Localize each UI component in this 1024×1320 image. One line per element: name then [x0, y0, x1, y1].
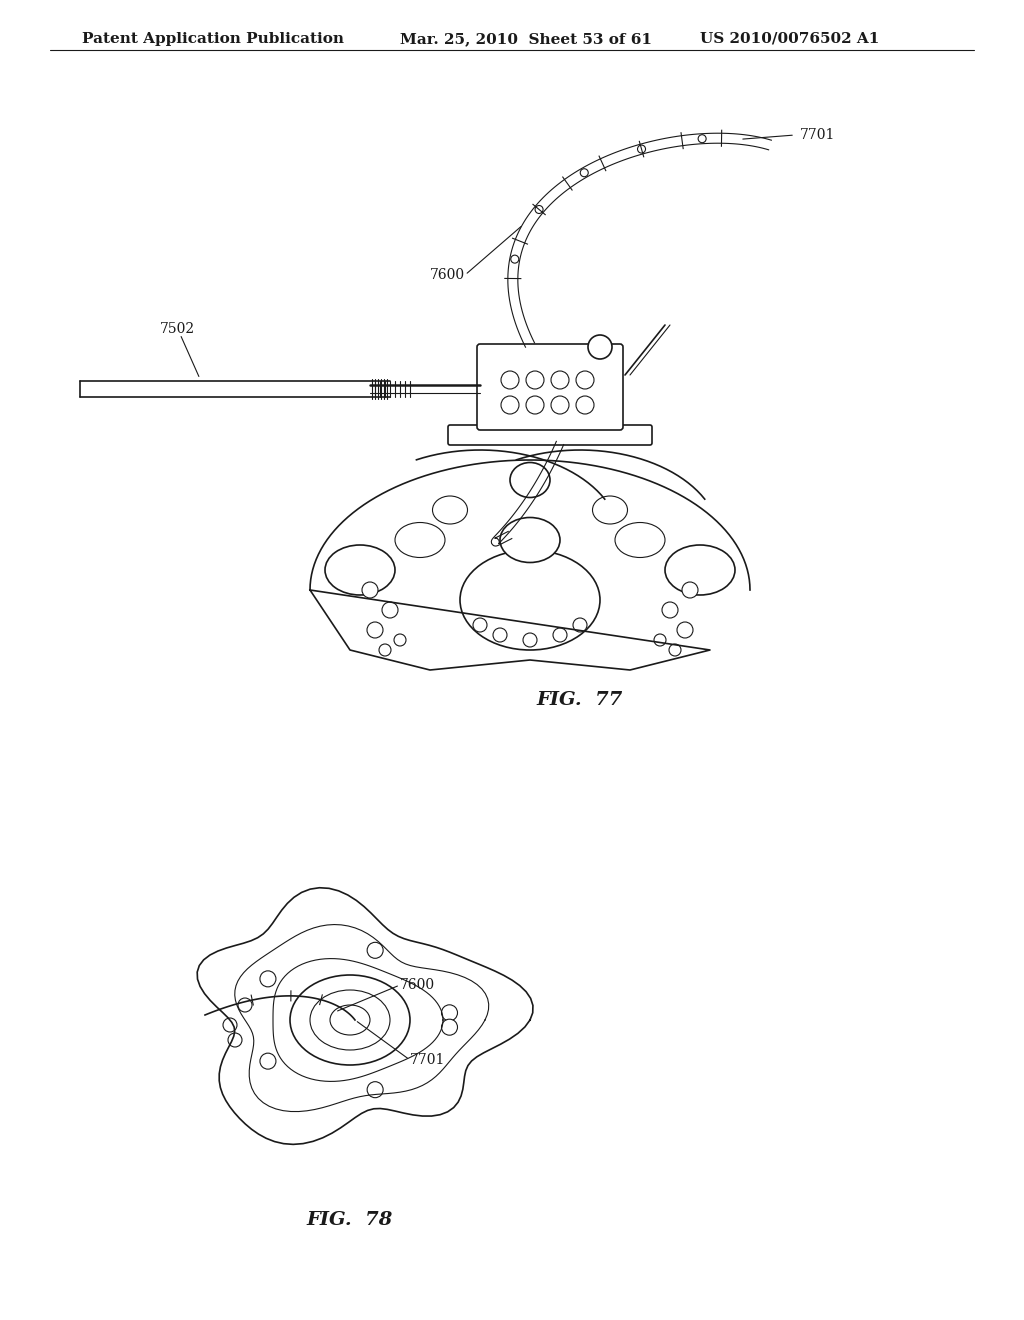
Ellipse shape — [615, 523, 665, 557]
Circle shape — [473, 618, 487, 632]
Text: Mar. 25, 2010  Sheet 53 of 61: Mar. 25, 2010 Sheet 53 of 61 — [400, 32, 652, 46]
Circle shape — [441, 1019, 458, 1035]
Ellipse shape — [330, 1005, 370, 1035]
Circle shape — [536, 206, 543, 214]
Ellipse shape — [460, 550, 600, 649]
Text: 7701: 7701 — [800, 128, 836, 143]
Ellipse shape — [510, 462, 550, 498]
Circle shape — [654, 634, 666, 645]
Circle shape — [223, 1018, 237, 1032]
Circle shape — [573, 618, 587, 632]
Ellipse shape — [290, 975, 410, 1065]
Circle shape — [523, 634, 537, 647]
FancyBboxPatch shape — [449, 425, 652, 445]
Circle shape — [368, 1081, 383, 1098]
Circle shape — [551, 396, 569, 414]
FancyBboxPatch shape — [477, 345, 623, 430]
Text: 7502: 7502 — [160, 322, 196, 337]
Circle shape — [551, 371, 569, 389]
Text: FIG.  78: FIG. 78 — [307, 1210, 393, 1229]
Ellipse shape — [432, 496, 468, 524]
Circle shape — [362, 582, 378, 598]
Text: US 2010/0076502 A1: US 2010/0076502 A1 — [700, 32, 880, 46]
Ellipse shape — [325, 545, 395, 595]
Circle shape — [677, 622, 693, 638]
Circle shape — [638, 145, 645, 153]
Circle shape — [379, 644, 391, 656]
Circle shape — [581, 169, 588, 177]
Circle shape — [575, 396, 594, 414]
Circle shape — [394, 634, 406, 645]
Text: 7600: 7600 — [400, 978, 435, 993]
Circle shape — [441, 1005, 458, 1020]
Circle shape — [501, 371, 519, 389]
Ellipse shape — [665, 545, 735, 595]
Circle shape — [575, 371, 594, 389]
Circle shape — [553, 628, 567, 642]
Circle shape — [260, 970, 275, 987]
Circle shape — [493, 628, 507, 642]
Circle shape — [501, 396, 519, 414]
Circle shape — [588, 335, 612, 359]
Circle shape — [228, 1034, 242, 1047]
Text: FIG.  77: FIG. 77 — [537, 690, 624, 709]
Circle shape — [511, 255, 519, 263]
Circle shape — [662, 602, 678, 618]
Circle shape — [669, 644, 681, 656]
Circle shape — [367, 622, 383, 638]
Circle shape — [382, 602, 398, 618]
Circle shape — [238, 998, 252, 1012]
Text: 7701: 7701 — [410, 1053, 445, 1067]
Ellipse shape — [310, 990, 390, 1049]
Text: Patent Application Publication: Patent Application Publication — [82, 32, 344, 46]
Circle shape — [260, 1053, 275, 1069]
Text: 7600: 7600 — [430, 268, 465, 282]
Circle shape — [682, 582, 698, 598]
Ellipse shape — [593, 496, 628, 524]
Ellipse shape — [395, 523, 445, 557]
Ellipse shape — [500, 517, 560, 562]
Circle shape — [698, 135, 707, 143]
Circle shape — [368, 942, 383, 958]
Circle shape — [526, 371, 544, 389]
Circle shape — [526, 396, 544, 414]
